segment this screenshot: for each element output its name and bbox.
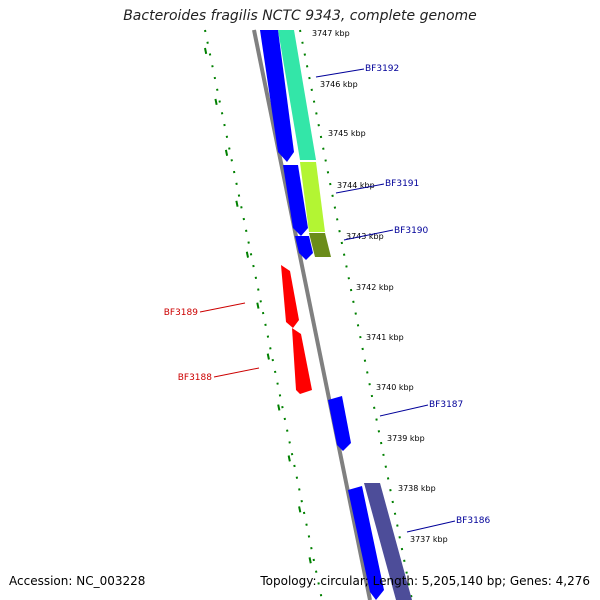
tick-label-3746: 3746 kbp (320, 80, 358, 89)
map-title: Bacteroides fragilis NCTC 9343, complete… (123, 8, 477, 24)
cds-bf3192 (260, 30, 294, 162)
leader-bf3189 (199, 302, 246, 313)
cds-bf3187 (328, 396, 351, 451)
tick-label-3742: 3742 kbp (356, 283, 394, 292)
gc-track-left (204, 29, 323, 600)
ring-segment-aqua (278, 30, 316, 160)
tick-label-3737: 3737 kbp (410, 535, 448, 544)
tick-label-3738: 3738 kbp (398, 484, 436, 493)
cds-bf3188 (292, 328, 312, 394)
tick-label-3743: 3743 kbp (346, 232, 384, 241)
gene-label-bf3192[interactable]: BF3192 (365, 64, 399, 74)
gene-label-bf3189[interactable]: BF3189 (164, 308, 199, 318)
leader-bf3186 (406, 520, 456, 533)
gene-label-bf3188[interactable]: BF3188 (178, 373, 213, 383)
accession-label: Accession: NC_003228 (9, 574, 146, 588)
leader-bf3191 (335, 183, 385, 194)
gene-label-bf3187[interactable]: BF3187 (429, 400, 463, 410)
topology-label: Topology: circular; Length: 5,205,140 bp… (260, 574, 590, 588)
ring-segment-slate (364, 483, 412, 600)
gene-label-bf3190[interactable]: BF3190 (394, 226, 429, 236)
ring-segment-olive (309, 233, 331, 257)
leader-bf3190 (343, 229, 394, 241)
gene-label-bf3186[interactable]: BF3186 (456, 516, 491, 526)
genome-backbone (252, 29, 372, 600)
tick-label-3739: 3739 kbp (387, 434, 425, 443)
leader-bf3192 (315, 68, 365, 78)
ring-segment-lime (300, 162, 325, 232)
cds-bf3186 (348, 486, 384, 600)
tick-track-right (299, 29, 413, 600)
tick-label-3741: 3741 kbp (366, 333, 404, 342)
cds-bf3191 (283, 165, 308, 236)
cds-bf3189 (281, 265, 299, 328)
tick-label-3740: 3740 kbp (376, 383, 414, 392)
gene-label-bf3191[interactable]: BF3191 (385, 179, 419, 189)
cds-bf3190 (295, 236, 313, 260)
tick-label-3744: 3744 kbp (337, 181, 375, 190)
leader-bf3187 (379, 404, 429, 417)
tick-label-3747: 3747 kbp (312, 29, 350, 38)
tick-label-3745: 3745 kbp (328, 129, 366, 138)
leader-bf3188 (213, 367, 260, 378)
